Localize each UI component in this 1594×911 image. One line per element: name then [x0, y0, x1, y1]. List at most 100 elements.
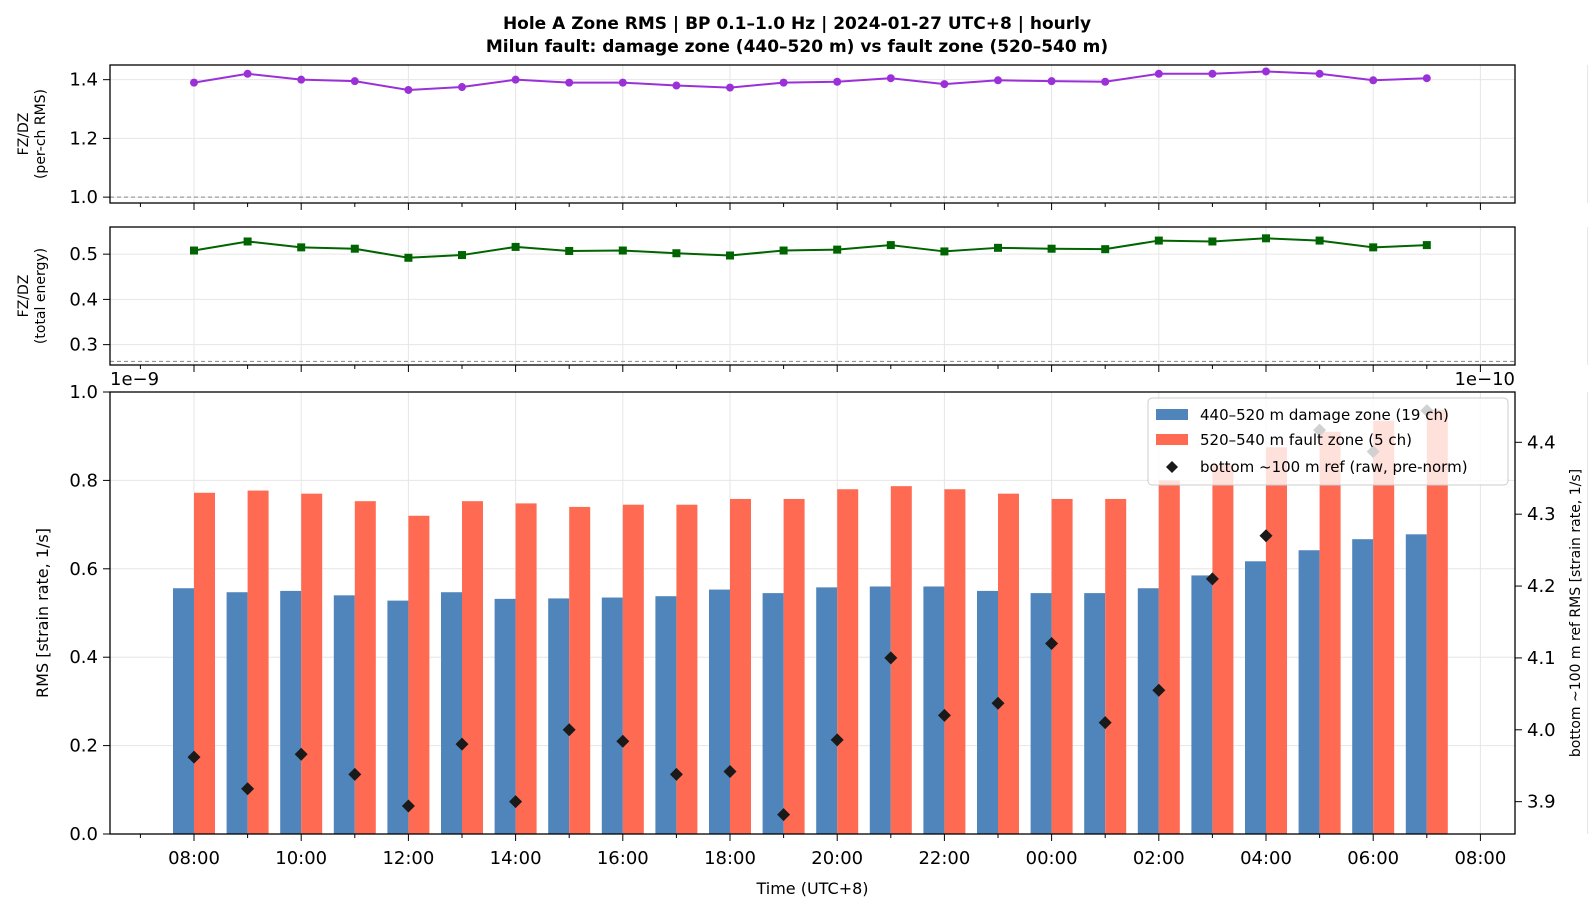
ref-point	[884, 651, 898, 665]
data-point	[458, 251, 466, 260]
bar-fault-zone	[890, 486, 912, 834]
bar-fault-zone	[1212, 464, 1234, 834]
data-point	[940, 80, 949, 89]
legend-label: 440–520 m damage zone (19 ch)	[1200, 406, 1449, 424]
bar-damage-zone	[1191, 575, 1213, 834]
bar-damage-zone	[441, 592, 462, 834]
bar-damage-zone	[816, 587, 838, 834]
ref-point	[455, 737, 469, 751]
ref-point	[937, 708, 951, 722]
x-tick-label: 08:00	[1454, 848, 1506, 869]
y-axis-label: RMS [strain rate, 1/s]	[33, 528, 52, 698]
y-tick-label: 0.5	[69, 244, 98, 265]
ref-point	[616, 734, 630, 748]
axes-frame	[109, 64, 1516, 204]
data-point	[726, 251, 734, 260]
data-point	[511, 242, 520, 251]
data-point	[1315, 236, 1324, 245]
x-axis-label: Time (UTC+8)	[755, 879, 868, 898]
bar-damage-zone	[1298, 550, 1320, 834]
y-tick-label: 0.8	[69, 470, 98, 491]
legend-box	[1147, 397, 1509, 486]
data-point	[1422, 74, 1431, 83]
y2-tick-label: 4.0	[1527, 720, 1556, 741]
bar-damage-zone	[1245, 561, 1266, 834]
data-point	[994, 243, 1002, 252]
ref-point	[187, 750, 201, 764]
data-point	[350, 77, 359, 86]
bar-damage-zone	[226, 592, 248, 834]
bar-damage-zone	[280, 590, 302, 834]
ref-point	[830, 733, 844, 747]
y2-tick-label: 4.4	[1527, 432, 1556, 453]
ratio-line	[193, 70, 1427, 91]
x-tick-label: 02:00	[1133, 848, 1185, 869]
bar-fault-zone	[622, 504, 644, 834]
chart-subtitle: Milun fault: damage zone (440–520 m) vs …	[486, 37, 1108, 57]
bar-damage-zone	[1084, 593, 1106, 834]
bar-fault-zone	[247, 490, 269, 834]
data-point	[1101, 245, 1110, 254]
ref-point	[241, 782, 255, 796]
data-point	[1208, 237, 1217, 246]
data-point	[726, 83, 734, 92]
ratio-line	[193, 237, 1427, 259]
axes-frame	[109, 391, 1516, 835]
data-point	[1208, 69, 1217, 78]
ref-point	[723, 764, 737, 778]
y-axis-label: (total energy)	[33, 248, 49, 344]
bar-damage-zone	[762, 593, 784, 834]
bar-damage-zone	[387, 600, 409, 834]
data-point	[779, 246, 788, 255]
x-tick-label: 14:00	[490, 848, 542, 869]
data-point	[458, 83, 466, 92]
data-point	[940, 247, 949, 256]
bar-damage-zone	[655, 596, 677, 834]
bar-fault-zone	[730, 498, 751, 834]
data-point	[511, 75, 520, 84]
y-tick-label: 0.4	[69, 647, 98, 668]
bar-damage-zone	[1405, 534, 1427, 834]
x-tick-label: 00:00	[1026, 848, 1078, 869]
bar-fault-zone	[1105, 498, 1127, 834]
legend-label: bottom ~100 m ref (raw, pre-norm)	[1200, 458, 1468, 476]
bar-damage-zone	[494, 598, 516, 834]
legend-label: 520–540 m fault zone (5 ch)	[1200, 431, 1412, 449]
bar-damage-zone	[923, 586, 945, 834]
y-tick-label: 1.2	[69, 128, 98, 149]
bar-fault-zone	[783, 498, 805, 834]
data-point	[297, 243, 306, 252]
ref-point	[1152, 683, 1166, 697]
plot-area	[110, 65, 1515, 203]
y-tick-label: 0.2	[69, 736, 98, 757]
y-axis-label: (per-ch RMS)	[33, 89, 49, 179]
ref-point	[1045, 637, 1059, 651]
ref-point	[777, 808, 791, 822]
bar-fault-zone	[837, 489, 859, 834]
y-axis-label: FZ/DZ	[16, 275, 32, 318]
y-offset-label: 1e−9	[110, 369, 159, 390]
x-tick-label: 12:00	[382, 848, 434, 869]
data-point	[1154, 69, 1163, 78]
data-point	[297, 75, 306, 84]
data-point	[1262, 67, 1270, 76]
ref-point	[294, 747, 308, 761]
x-tick-label: 20:00	[811, 848, 863, 869]
bar-damage-zone	[601, 597, 623, 834]
bar-fault-zone	[1319, 431, 1341, 834]
x-tick-label: 10:00	[275, 848, 327, 869]
data-point	[886, 241, 895, 250]
legend-swatch-fault-zone	[1156, 434, 1188, 445]
data-point	[243, 237, 252, 246]
data-point	[618, 246, 627, 255]
ref-point	[1259, 529, 1273, 543]
panel-middle: 0.3 0.4 0.5 FZ/DZ (total energy)	[16, 226, 1589, 372]
x-tick-label: 06:00	[1347, 848, 1399, 869]
x-tick-label: 04:00	[1240, 848, 1292, 869]
y2-tick-label: 4.3	[1527, 504, 1556, 525]
ref-point	[509, 795, 523, 809]
legend: 440–520 m damage zone (19 ch) 520–540 m f…	[1147, 397, 1509, 486]
bar-fault-zone	[1051, 498, 1073, 834]
x-tick-label: 08:00	[168, 848, 220, 869]
